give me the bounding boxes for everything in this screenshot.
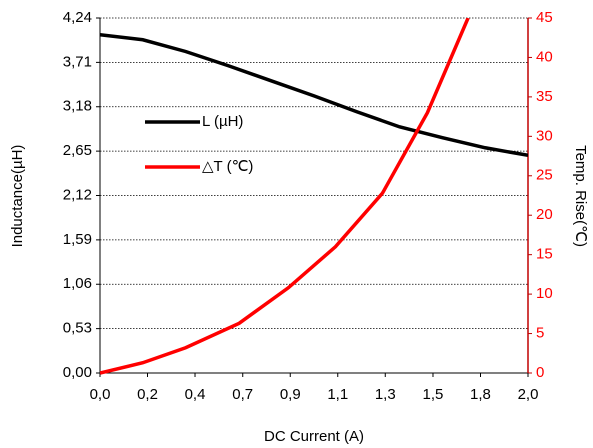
- legend-label: △T (℃): [202, 158, 253, 175]
- y-tick-label: 4,24: [63, 9, 92, 26]
- y-tick-label: 0,53: [63, 320, 92, 337]
- series-line: [100, 18, 470, 375]
- y2-tick-label: 25: [536, 167, 553, 184]
- x-tick-label: 1,8: [470, 386, 491, 403]
- y2-tick-label: 40: [536, 48, 553, 65]
- y-tick-label: 2,12: [63, 186, 92, 203]
- x-tick-label: 0,9: [280, 386, 301, 403]
- y2-tick-label: 30: [536, 127, 553, 144]
- x-tick-label: 0,0: [90, 386, 111, 403]
- y2-axis-title: Temp. Rise(℃): [572, 145, 589, 247]
- y-axis-title: Inductance(µH): [9, 145, 26, 248]
- y-tick-label: 3,18: [63, 98, 92, 115]
- series-line: [100, 33, 528, 158]
- x-tick-label: 1,5: [423, 386, 444, 403]
- x-tick-label: 0,7: [232, 386, 253, 403]
- y2-tick-label: 45: [536, 9, 553, 26]
- y-tick-label: 2,65: [63, 142, 92, 159]
- x-tick-label: 1,1: [327, 386, 348, 403]
- x-tick-label: 0,2: [137, 386, 158, 403]
- y2-tick-label: 35: [536, 88, 553, 105]
- y-tick-label: 1,06: [63, 275, 92, 292]
- y-tick-label: 3,71: [63, 53, 92, 70]
- x-tick-label: 2,0: [518, 386, 539, 403]
- x-axis-title: DC Current (A): [264, 428, 364, 445]
- y-tick-label: 0,00: [63, 364, 92, 381]
- y2-tick-label: 15: [536, 246, 553, 263]
- y2-tick-label: 5: [536, 325, 544, 342]
- y-tick-label: 1,59: [63, 231, 92, 248]
- y2-tick-label: 0: [536, 364, 544, 381]
- y2-tick-label: 10: [536, 285, 553, 302]
- legend-label: L (µH): [202, 113, 243, 130]
- x-tick-label: 0,4: [185, 386, 206, 403]
- x-tick-label: 1,3: [375, 386, 396, 403]
- y2-tick-label: 20: [536, 206, 553, 223]
